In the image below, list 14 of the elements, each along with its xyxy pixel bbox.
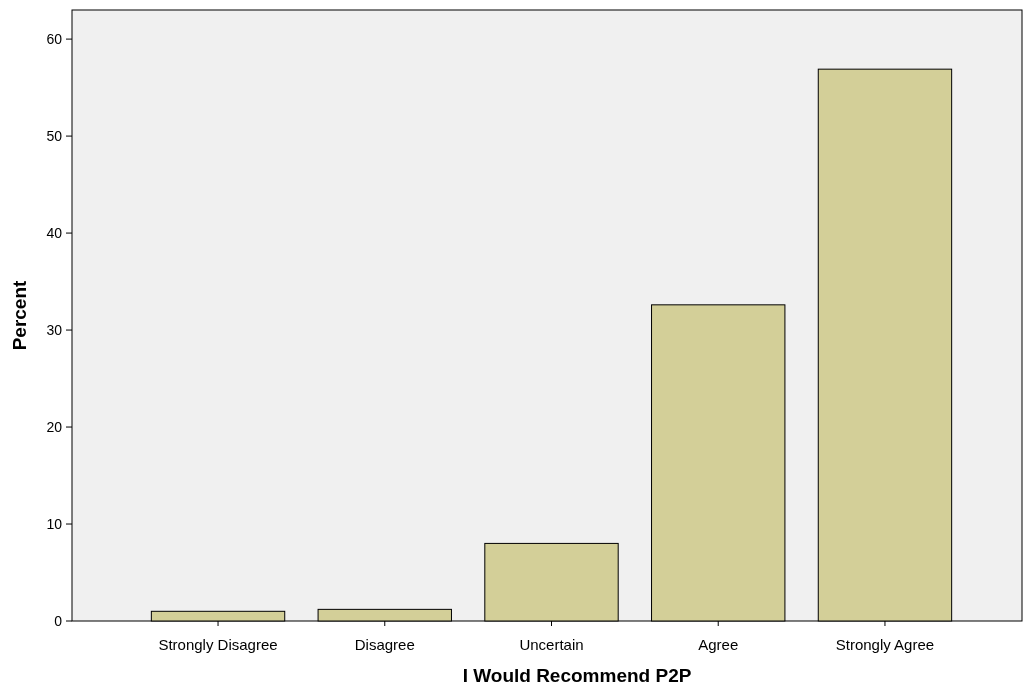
x-axis-title: I Would Recommend P2P bbox=[462, 665, 692, 686]
x-tick-label: Disagree bbox=[354, 636, 415, 653]
y-tick-label: 0 bbox=[54, 612, 63, 629]
y-tick-label: 30 bbox=[46, 321, 63, 338]
x-tick-label: Strongly Disagree bbox=[158, 636, 278, 653]
y-axis-title: Percent bbox=[9, 279, 30, 351]
y-tick-label: 10 bbox=[46, 515, 63, 532]
x-tick-label: Uncertain bbox=[519, 636, 584, 653]
y-tick-label: 60 bbox=[46, 31, 63, 47]
x-tick-label: Strongly Agree bbox=[835, 636, 935, 653]
x-tick-label: Agree bbox=[698, 636, 739, 653]
y-tick-label: 50 bbox=[46, 127, 63, 144]
y-tick-label: 20 bbox=[46, 418, 63, 435]
y-tick-label: 40 bbox=[46, 224, 63, 241]
